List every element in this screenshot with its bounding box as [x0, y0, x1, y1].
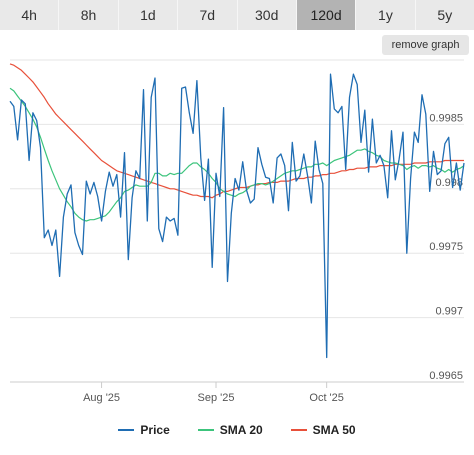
series-lines — [9, 63, 465, 359]
y-tick-label: 0.9985 — [429, 112, 463, 124]
x-tick-label: Sep '25 — [198, 392, 235, 404]
tab-1y[interactable]: 1y — [356, 0, 416, 30]
grid-lines — [10, 59, 464, 383]
legend-swatch-sma50 — [290, 429, 307, 431]
tab-7d[interactable]: 7d — [178, 0, 238, 30]
legend-swatch-sma20 — [197, 429, 214, 431]
legend-item-price[interactable]: Price — [118, 423, 170, 437]
legend: Price SMA 20 SMA 50 — [0, 420, 474, 440]
price-chart: 0.9965 0.997 0.9975 0.998 0.9985 Aug '25 Sep … — [9, 59, 465, 404]
y-tick-label: 0.9975 — [429, 241, 463, 253]
y-tick-label: 0.998 — [435, 177, 463, 189]
remove-graph-button[interactable]: remove graph — [382, 35, 469, 55]
tab-5y[interactable]: 5y — [415, 0, 474, 30]
y-tick-label: 0.9965 — [429, 370, 463, 382]
x-axis-ticks: Aug '25 Sep '25 Oct '25 — [83, 382, 344, 404]
y-tick-label: 0.997 — [435, 306, 463, 318]
tab-30d[interactable]: 30d — [237, 0, 297, 30]
legend-label-price: Price — [140, 423, 170, 437]
tab-1d[interactable]: 1d — [118, 0, 179, 30]
price-line — [9, 73, 465, 359]
legend-swatch-price — [118, 429, 135, 431]
legend-item-sma50[interactable]: SMA 50 — [290, 423, 356, 437]
sma20-line — [9, 87, 465, 222]
sma50-line — [9, 63, 464, 199]
tab-4h[interactable]: 4h — [0, 0, 60, 30]
range-tabs: 4h 8h 1d 7d 30d 120d 1y 5y — [0, 0, 474, 30]
tab-120d[interactable]: 120d — [296, 0, 357, 30]
legend-item-sma20[interactable]: SMA 20 — [197, 423, 263, 437]
y-axis-ticks: 0.9965 0.997 0.9975 0.998 0.9985 — [429, 112, 463, 382]
x-tick-label: Oct '25 — [309, 392, 344, 404]
legend-label-sma50: SMA 50 — [312, 423, 356, 437]
tab-8h[interactable]: 8h — [59, 0, 119, 30]
legend-label-sma20: SMA 20 — [219, 423, 263, 437]
x-tick-label: Aug '25 — [83, 392, 120, 404]
